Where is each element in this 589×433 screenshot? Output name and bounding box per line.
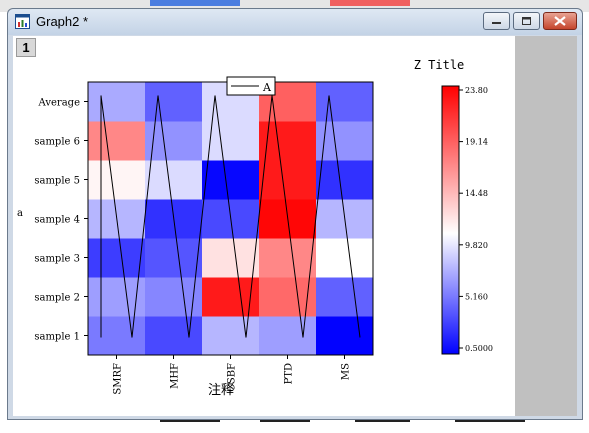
heatmap-cell <box>316 238 374 278</box>
heatmap-cell <box>145 238 203 278</box>
maximize-button[interactable] <box>513 12 540 30</box>
background-strip-blue <box>150 0 240 6</box>
heatmap-cell <box>316 316 374 356</box>
heatmap-cell <box>145 316 203 356</box>
heatmap-cell <box>202 316 260 356</box>
background-fragment <box>160 420 220 433</box>
y-tick-label: sample 3 <box>34 254 80 265</box>
background-window-bottom <box>0 420 589 431</box>
heatmap-cell <box>88 82 146 122</box>
heatmap-cell <box>316 82 374 122</box>
heatmap-cell <box>259 160 317 200</box>
window-titlebar[interactable]: Graph2 * <box>8 9 582 35</box>
y-axis: sample 1 sample 2 sample 3 sample 4 sample 5… <box>34 98 88 343</box>
heatmap-chart[interactable]: sample 1 sample 2 sample 3 sample 4 sample 5… <box>13 36 515 416</box>
minimize-button[interactable] <box>483 12 510 30</box>
heatmap-cell <box>145 160 203 200</box>
x-tick-label: PTD <box>284 363 295 384</box>
background-fragment <box>260 420 310 433</box>
heatmap-cell <box>202 238 260 278</box>
maximize-icon <box>522 17 531 25</box>
colorbar <box>441 85 460 355</box>
graph-window-icon <box>15 14 30 29</box>
colorbar-tick-label: 23.80 <box>465 86 488 95</box>
x-axis: SMRF MHF CSBF PTD MS <box>113 355 352 395</box>
heatmap-cell <box>259 316 317 356</box>
y-tick-label: sample 4 <box>34 215 80 226</box>
heatmap-cell <box>316 160 374 200</box>
y-tick-label: sample 2 <box>34 293 80 304</box>
x-tick-label: MS <box>341 363 352 380</box>
x-axis-title: 注释 <box>208 383 234 398</box>
layer-tab[interactable]: 1 <box>16 38 36 57</box>
y-tick-label: sample 6 <box>34 137 80 148</box>
graph-window[interactable]: Graph2 * 1 sample 1 sample 2 sample 3 sampl… <box>7 8 583 420</box>
colorbar-ticks: 23.80 19.14 14.48 9.820 5.160 0.5000 <box>459 86 493 353</box>
legend[interactable]: A <box>226 76 276 96</box>
close-button[interactable] <box>543 12 577 30</box>
x-tick-label: CSBF <box>227 363 238 392</box>
heatmap-cell <box>88 121 146 161</box>
y-axis-marker: a <box>17 208 23 219</box>
x-tick-label: SMRF <box>113 363 124 395</box>
heatmap-cell <box>88 160 146 200</box>
graph-page[interactable]: 1 sample 1 sample 2 sample 3 sample 4 sample… <box>13 36 515 416</box>
heatmap-cell <box>202 160 260 200</box>
minimize-icon <box>492 22 501 24</box>
colorbar-tick-label: 0.5000 <box>465 344 493 353</box>
x-tick-label: MHF <box>170 363 181 389</box>
background-fragment <box>355 420 410 433</box>
colorbar-tick-label: 5.160 <box>465 292 488 301</box>
y-tick-label: Average <box>38 98 81 109</box>
close-icon <box>554 16 566 26</box>
heatmap-cell <box>316 277 374 317</box>
heatmap-cell <box>259 238 317 278</box>
colorbar-tick-label: 14.48 <box>465 189 488 198</box>
background-strip-red <box>330 0 410 6</box>
colorbar-tick-label: 9.820 <box>465 241 488 250</box>
graph-client-area[interactable]: 1 sample 1 sample 2 sample 3 sample 4 sample… <box>13 36 577 416</box>
y-tick-label: sample 1 <box>34 332 80 343</box>
series-line-a <box>100 95 361 338</box>
heatmap-cell <box>88 316 146 356</box>
background-fragment <box>455 420 525 433</box>
heatmap-cell <box>145 82 203 122</box>
heatmap-cell <box>88 238 146 278</box>
legend-label: A <box>262 81 272 94</box>
y-tick-label: sample 5 <box>34 176 80 187</box>
colorbar-tick-label: 19.14 <box>465 138 488 147</box>
colorbar-title: Z Title <box>414 58 465 72</box>
heatmap-cells <box>88 82 374 356</box>
window-title: Graph2 * <box>36 14 89 29</box>
